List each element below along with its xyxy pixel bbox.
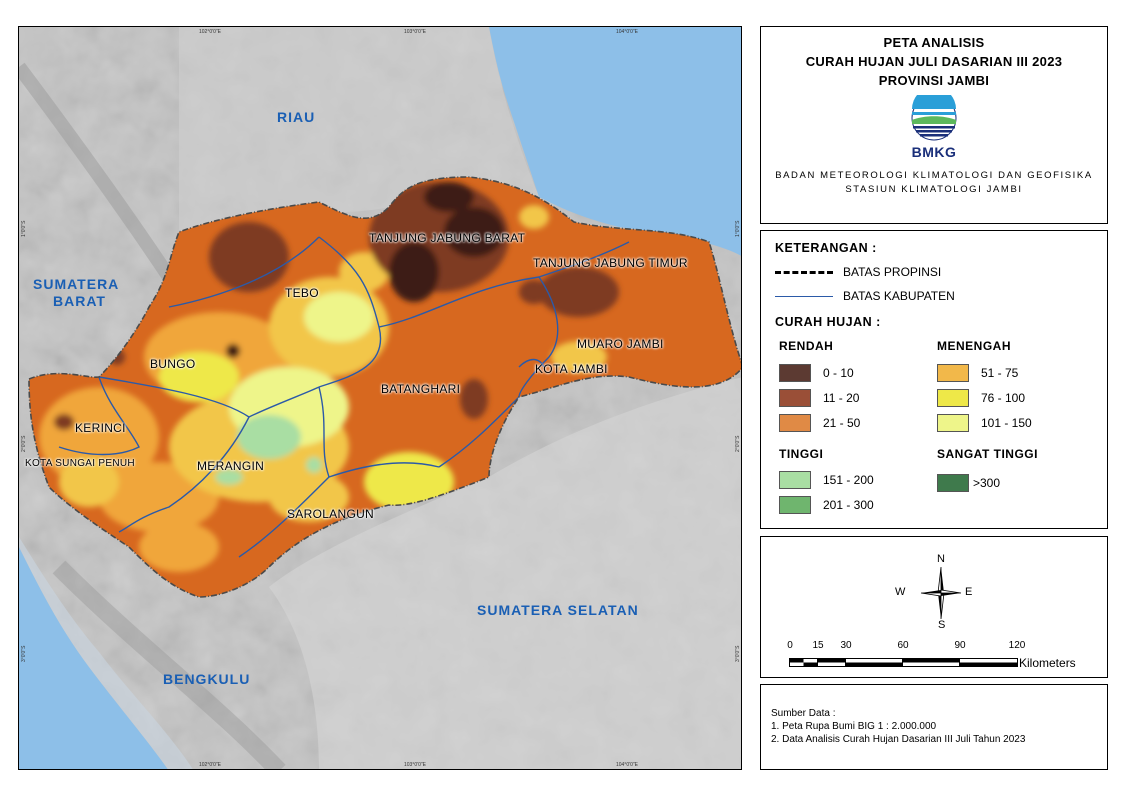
label-76-100: 76 - 100 <box>981 391 1026 405</box>
category-sangat-tinggi: SANGAT TINGGI <box>937 447 1038 461</box>
rainfall-heading: CURAH HUJAN : <box>775 315 881 329</box>
coord-right-2: 2°0'0"S <box>735 435 741 452</box>
label-11-20: 11 - 20 <box>823 391 860 405</box>
category-rendah: RENDAH <box>779 339 834 353</box>
swatch-151-200 <box>779 471 811 489</box>
station-name: STASIUN KLIMATOLOGI JAMBI <box>845 184 1023 195</box>
legend-76-100: 76 - 100 <box>937 389 1025 407</box>
district-boundary-line <box>775 295 833 297</box>
category-tinggi: TINGGI <box>779 447 824 461</box>
coord-right-3: 3°0'0"S <box>735 645 741 662</box>
title-panel: PETA ANALISIS CURAH HUJAN JULI DASARIAN … <box>760 26 1108 224</box>
bmkg-logo: BMKG <box>904 87 964 160</box>
swatch-51-75 <box>937 364 969 382</box>
label-kerinci: KERINCI <box>75 421 126 435</box>
source-panel: Sumber Data : 1. Peta Rupa Bumi BIG 1 : … <box>760 684 1108 770</box>
legend-21-50: 21 - 50 <box>779 414 860 432</box>
label-sarolangun: SAROLANGUN <box>287 507 375 521</box>
swatch-11-20 <box>779 389 811 407</box>
label-sumbar-1: SUMATERA <box>33 276 120 292</box>
scale-tick-30: 30 <box>840 640 852 651</box>
legend-0-10: 0 - 10 <box>779 364 854 382</box>
coord-right-1: 1°0'0"S <box>735 220 741 237</box>
swatch-201-300 <box>779 496 811 514</box>
label-0-10: 0 - 10 <box>823 366 854 380</box>
swatch-over-300 <box>937 474 969 492</box>
scale-tick-0: 0 <box>787 640 793 651</box>
legend-51-75: 51 - 75 <box>937 364 1018 382</box>
coord-left-2: 2°0'0"S <box>21 435 27 452</box>
label-riau: RIAU <box>277 109 316 125</box>
label-muaro-jambi: MUARO JAMBI <box>577 337 664 351</box>
label-merangin: MERANGIN <box>197 459 265 473</box>
label-sumbar-2: BARAT <box>53 293 106 309</box>
legend-over-300: >300 <box>937 474 1000 492</box>
legend-201-300: 201 - 300 <box>779 496 874 514</box>
compass-icon <box>920 566 962 620</box>
scale-panel: N S W E 0 15 30 60 90 120 Kilometers <box>760 536 1108 678</box>
coord-bottom-2: 103°0'0"E <box>404 762 426 768</box>
province-boundary-label: BATAS PROPINSI <box>843 265 942 279</box>
label-tebo: TEBO <box>285 286 319 300</box>
swatch-0-10 <box>779 364 811 382</box>
legend-district-boundary: BATAS KABUPATEN <box>775 289 955 303</box>
coord-left-3: 3°0'0"S <box>21 645 27 662</box>
scale-tick-90: 90 <box>954 640 966 651</box>
swatch-101-150 <box>937 414 969 432</box>
bmkg-logo-icon <box>911 87 957 141</box>
coord-bottom-1: 102°0'0"E <box>199 762 221 768</box>
district-boundary-label: BATAS KABUPATEN <box>843 289 955 303</box>
coord-left-1: 1°0'0"S <box>21 220 27 237</box>
coord-top-1: 102°0'0"E <box>199 29 221 35</box>
label-201-300: 201 - 300 <box>823 498 874 512</box>
category-menengah: MENENGAH <box>937 339 1012 353</box>
legend-heading: KETERANGAN : <box>775 241 877 255</box>
label-kota-sungai-penuh: KOTA SUNGAI PENUH <box>25 458 135 469</box>
label-batanghari: BATANGHARI <box>381 382 461 396</box>
compass-w: W <box>895 586 906 598</box>
label-bungo: BUNGO <box>150 357 196 371</box>
map-title-line-3: PROVINSI JAMBI <box>878 73 990 88</box>
source-heading: Sumber Data : <box>771 708 836 719</box>
map-frame[interactable]: 102°0'0"E 103°0'0"E 104°0'0"E 102°0'0"E … <box>18 26 742 770</box>
source-line-2: 2. Data Analisis Curah Hujan Dasarian II… <box>771 734 1026 745</box>
label-51-75: 51 - 75 <box>981 366 1019 380</box>
compass-n: N <box>937 553 945 565</box>
swatch-76-100 <box>937 389 969 407</box>
label-21-50: 21 - 50 <box>823 416 861 430</box>
scale-bar <box>789 658 1018 667</box>
compass-s: S <box>938 619 946 631</box>
legend-11-20: 11 - 20 <box>779 389 859 407</box>
logo-text: BMKG <box>911 144 957 160</box>
label-over-300: >300 <box>973 476 1001 490</box>
label-kota-jambi: KOTA JAMBI <box>535 362 608 376</box>
agency-name: BADAN METEOROLOGI KLIMATOLOGI DAN GEOFIS… <box>775 170 1093 181</box>
map-title-line-2: CURAH HUJAN JULI DASARIAN III 2023 <box>805 54 1063 69</box>
label-tanjung-jabung-timur: TANJUNG JABUNG TIMUR <box>533 256 688 270</box>
coord-top-3: 104°0'0"E <box>616 29 638 35</box>
scale-tick-60: 60 <box>897 640 909 651</box>
legend-province-boundary: BATAS PROPINSI <box>775 265 941 279</box>
legend-151-200: 151 - 200 <box>779 471 874 489</box>
scale-tick-120: 120 <box>1008 640 1026 651</box>
swatch-21-50 <box>779 414 811 432</box>
label-sumsel: SUMATERA SELATAN <box>477 602 639 618</box>
rainfall-map <box>19 27 741 769</box>
legend-101-150: 101 - 150 <box>937 414 1032 432</box>
scale-unit: Kilometers <box>1019 656 1076 670</box>
coord-bottom-3: 104°0'0"E <box>616 762 638 768</box>
province-boundary-line <box>775 270 833 274</box>
label-151-200: 151 - 200 <box>823 473 874 487</box>
label-101-150: 101 - 150 <box>981 416 1032 430</box>
legend-panel: KETERANGAN : BATAS PROPINSI BATAS KABUPA… <box>760 230 1108 529</box>
north-arrow: N S W E <box>895 553 973 633</box>
map-title-line-1: PETA ANALISIS <box>883 35 985 50</box>
compass-e: E <box>965 586 973 598</box>
label-tanjung-jabung-barat: TANJUNG JABUNG BARAT <box>369 231 526 245</box>
source-line-1: 1. Peta Rupa Bumi BIG 1 : 2.000.000 <box>771 721 937 732</box>
label-bengkulu: BENGKULU <box>163 671 251 687</box>
scale-tick-15: 15 <box>812 640 824 651</box>
coord-top-2: 103°0'0"E <box>404 29 426 35</box>
